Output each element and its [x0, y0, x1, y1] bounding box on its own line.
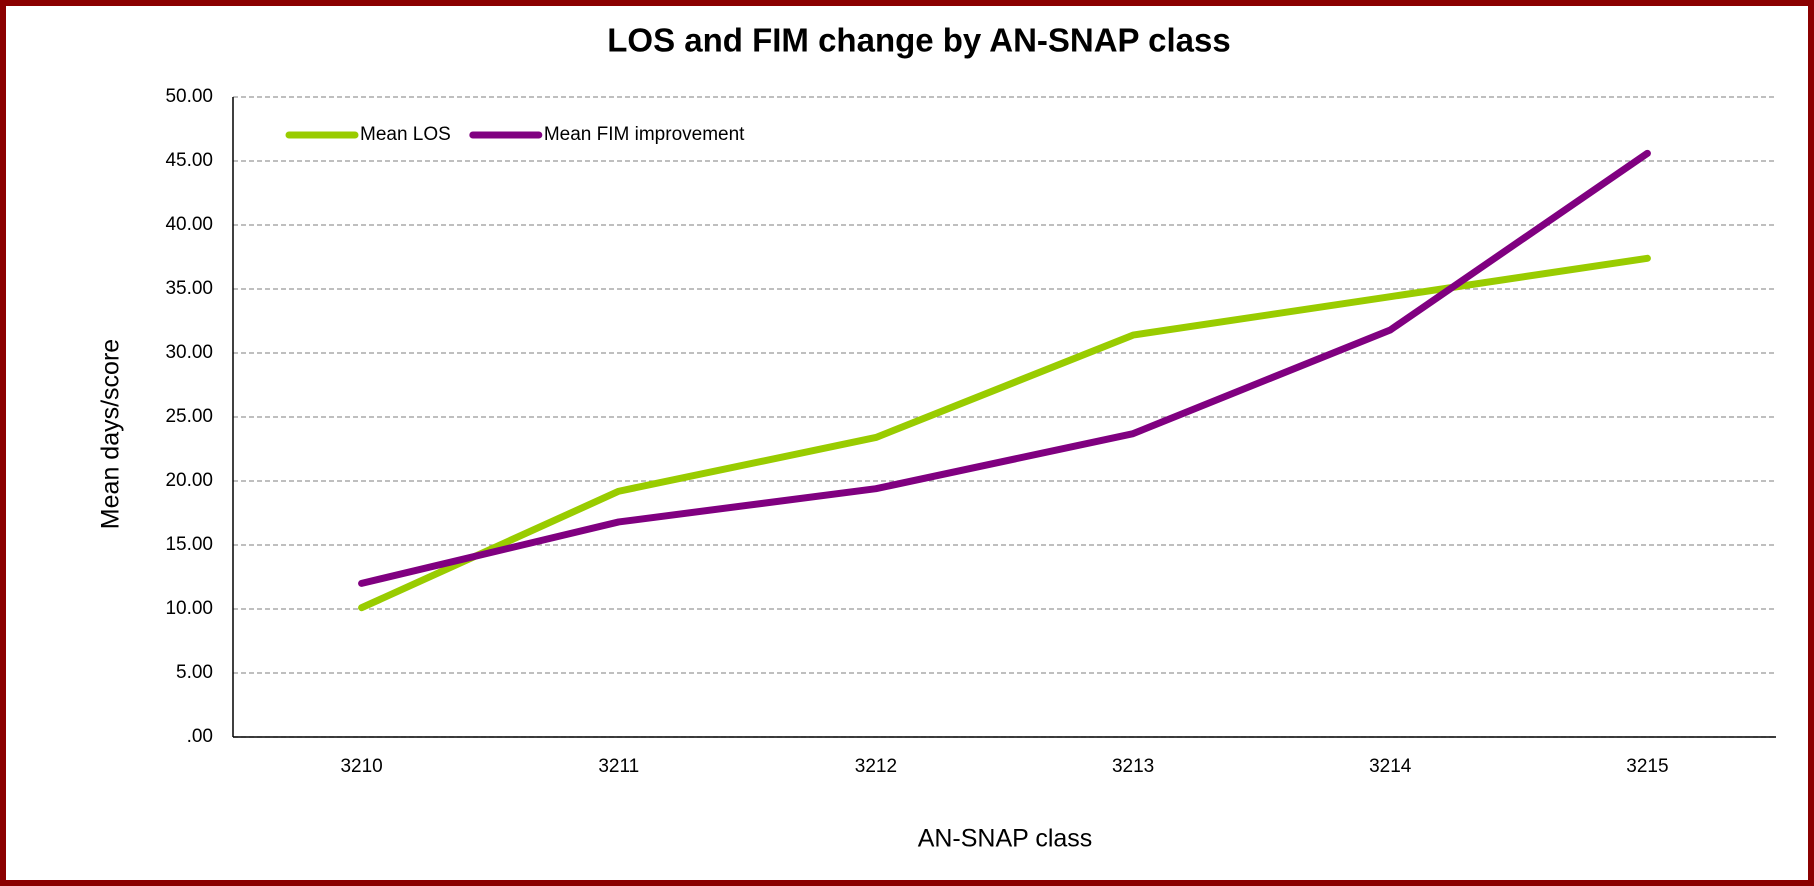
x-tick-label: 3212 — [855, 756, 897, 777]
legend-label: Mean LOS — [360, 124, 451, 145]
series-line — [358, 254, 1651, 612]
x-tick-label: 3213 — [1112, 756, 1154, 777]
y-axis-title: Mean days/score — [97, 339, 125, 529]
y-tick-label: 35.00 — [165, 278, 213, 299]
x-axis-title: AN-SNAP class — [918, 825, 1093, 853]
y-tick-label: 20.00 — [165, 470, 213, 491]
y-tick-label: 25.00 — [165, 406, 213, 427]
series-line — [358, 149, 1651, 587]
y-tick-label: 45.00 — [165, 150, 213, 171]
legend-label: Mean FIM improvement — [544, 124, 745, 145]
y-tick-label: 10.00 — [165, 598, 213, 619]
y-tick-label: 15.00 — [165, 534, 213, 555]
x-tick-label: 3210 — [340, 756, 382, 777]
y-tick-label: .00 — [187, 726, 213, 747]
y-tick-label: 5.00 — [176, 662, 213, 683]
y-tick-label: 40.00 — [165, 214, 213, 235]
chart-title: LOS and FIM change by AN-SNAP class — [607, 22, 1230, 59]
y-tick-label: 50.00 — [165, 86, 213, 107]
x-tick-label: 3214 — [1369, 756, 1412, 777]
x-tick-label: 3215 — [1626, 756, 1668, 777]
y-tick-label: 30.00 — [165, 342, 213, 363]
x-tick-label: 3211 — [598, 756, 639, 777]
